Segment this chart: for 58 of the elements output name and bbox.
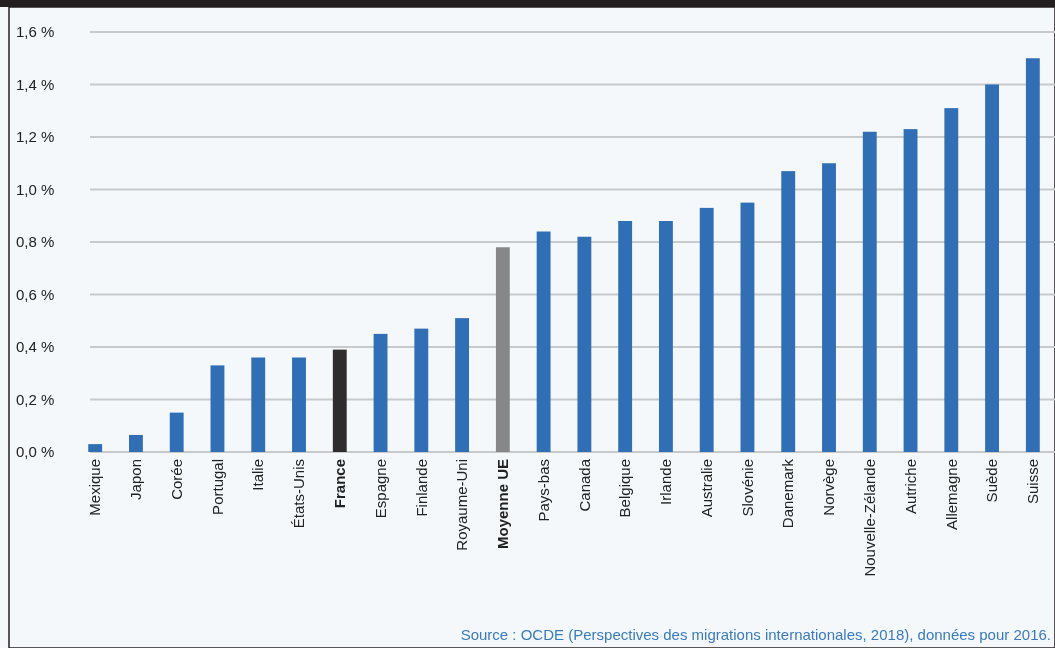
bar (373, 333, 388, 452)
x-tick-label: Canada (575, 458, 593, 512)
bar (862, 131, 877, 452)
bar (944, 108, 959, 452)
x-tick-label: Australie (697, 459, 715, 518)
x-tick-label: Belgique (616, 459, 634, 518)
x-tick-label: Japon (127, 459, 145, 500)
bar (985, 84, 999, 452)
bar (129, 434, 143, 452)
x-tick-label: États-Unis (290, 459, 308, 529)
x-tick-label: Autriche (901, 459, 919, 515)
source-note: Source : OCDE (Perspectives des migrations internationales, 2018), données pour 2016. (460, 626, 1051, 643)
y-tick-label: 0,8 % (16, 233, 55, 251)
y-tick-label: 1,0 % (16, 180, 55, 198)
x-tick-label: Espagne (371, 459, 389, 519)
x-tick-label: Royaume-Uni (453, 459, 471, 551)
bar (88, 444, 103, 452)
y-tick-label: 0,0 % (16, 443, 55, 461)
x-tick-label: Danemark (779, 458, 797, 529)
x-tick-label: Allemagne (942, 459, 960, 530)
bar (903, 129, 918, 452)
x-tick-label: Italie (249, 459, 267, 491)
bar (781, 171, 796, 452)
x-tick-label: Slovénie (738, 459, 756, 517)
x-tick-label: Finlande (412, 459, 430, 517)
bar (251, 357, 266, 452)
y-tick-label: 0,6 % (16, 285, 55, 303)
bar (495, 247, 510, 452)
bar (455, 318, 470, 452)
bar (169, 412, 184, 452)
bar (536, 231, 551, 452)
bar (292, 357, 306, 452)
x-tick-label: France (331, 459, 349, 509)
x-tick-label: Mexique (86, 459, 104, 516)
x-tick-label: Suède (983, 459, 1001, 503)
bar (740, 202, 755, 452)
x-tick-label: Pays-bas (534, 459, 552, 522)
y-tick-label: 0,2 % (16, 390, 55, 408)
bar (1025, 58, 1040, 452)
x-tick-label: Norvège (820, 459, 838, 516)
y-tick-label: 1,6 % (16, 23, 55, 41)
bar (210, 365, 225, 452)
bar (414, 328, 429, 452)
x-tick-label: Nouvelle-Zélande (861, 459, 879, 577)
x-tick-label: Moyenne UE (494, 459, 512, 550)
x-tick-label: Suisse (1024, 459, 1042, 505)
bar (699, 207, 714, 452)
bar (332, 349, 347, 452)
y-tick-label: 1,4 % (16, 75, 55, 93)
y-tick-label: 0,4 % (16, 338, 55, 356)
bar (658, 221, 673, 452)
x-tick-label: Portugal (208, 459, 226, 515)
y-tick-label: 1,2 % (16, 128, 55, 146)
bar (577, 236, 592, 452)
bar (822, 163, 836, 452)
x-tick-label: Corée (167, 459, 185, 500)
bar (618, 221, 633, 452)
x-tick-label: Irlande (657, 459, 675, 505)
